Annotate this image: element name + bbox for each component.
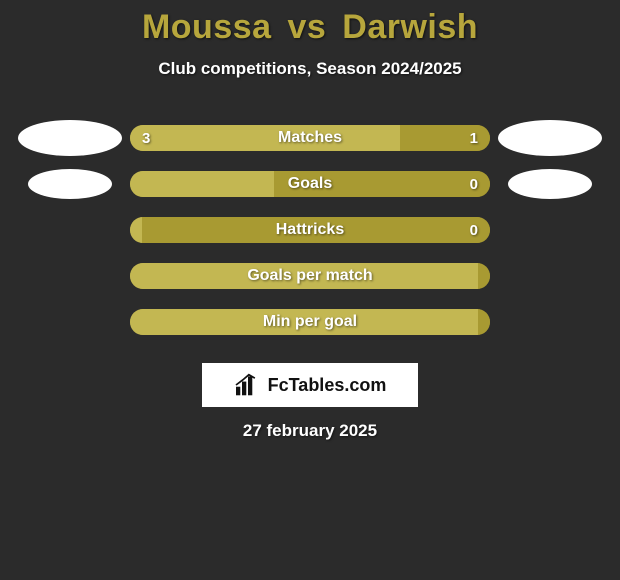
logo-text: FcTables.com (268, 375, 387, 396)
fctables-logo: FcTables.com (202, 363, 418, 407)
avatar-right-slot (490, 167, 610, 201)
stat-bar: 0 Hattricks (130, 217, 490, 243)
stat-bar-left (130, 309, 478, 335)
avatar-right-slot (490, 118, 610, 158)
date-text: 27 february 2025 (0, 421, 620, 441)
stat-row: Goals per match (10, 253, 610, 299)
stat-row: Min per goal (10, 299, 610, 345)
avatar-left-slot (10, 118, 130, 158)
comparison-container: 3 1 Matches 0 Goals (0, 115, 620, 345)
stat-row: 0 Goals (10, 161, 610, 207)
stat-bar-right (478, 309, 490, 335)
stat-row: 0 Hattricks (10, 207, 610, 253)
stat-bar-left (130, 263, 478, 289)
stat-bar-right: 0 (142, 217, 490, 243)
player-avatar-icon (495, 118, 605, 158)
stat-bar-right: 0 (274, 171, 490, 197)
subtitle: Club competitions, Season 2024/2025 (0, 59, 620, 79)
page: Moussa vs Darwish Club competitions, Sea… (0, 0, 620, 580)
page-title: Moussa vs Darwish (0, 0, 620, 47)
stat-bar-left: 3 (130, 125, 400, 151)
title-player2: Darwish (342, 8, 478, 46)
stat-bar: Goals per match (130, 263, 490, 289)
stat-bar-right (478, 263, 490, 289)
stat-bar: Min per goal (130, 309, 490, 335)
avatar-left-slot (10, 167, 130, 201)
title-player1: Moussa (142, 8, 272, 46)
stat-bar: 0 Goals (130, 171, 490, 197)
stat-row: 3 1 Matches (10, 115, 610, 161)
title-vs: vs (282, 8, 333, 46)
stat-bar: 3 1 Matches (130, 125, 490, 151)
player-avatar-icon (15, 118, 125, 158)
stat-bar-left (130, 217, 142, 243)
player-avatar-icon (25, 167, 115, 201)
stat-bar-left (130, 171, 274, 197)
stat-bar-right: 1 (400, 125, 490, 151)
chart-icon (234, 373, 262, 397)
player-avatar-icon (505, 167, 595, 201)
